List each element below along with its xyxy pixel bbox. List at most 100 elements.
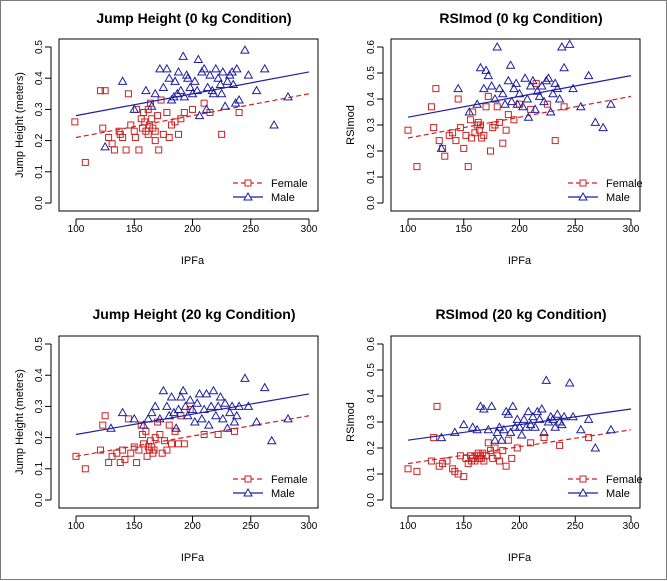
female-point	[180, 440, 188, 448]
male-point	[528, 411, 538, 421]
male-point	[199, 63, 210, 73]
y-tick-label: 0.0	[366, 493, 377, 507]
male-point	[606, 99, 616, 108]
female-point	[540, 434, 548, 442]
female-point	[476, 121, 484, 129]
x-tick-label: 100	[68, 224, 85, 235]
y-tick-label: 0.3	[34, 399, 45, 413]
male-point	[506, 96, 517, 106]
x-tick-label: 300	[623, 521, 640, 532]
male-point	[175, 85, 186, 95]
legend-label-male: Male	[271, 192, 295, 204]
male-point	[251, 85, 262, 95]
x-tick-label: 250	[567, 521, 584, 532]
male-point	[170, 76, 180, 85]
male-point	[210, 63, 221, 73]
male-point	[215, 392, 226, 401]
female-point	[404, 465, 412, 473]
female-point	[81, 158, 89, 166]
y-tick-label: 0.4	[366, 92, 377, 106]
male-point	[146, 407, 157, 417]
female-point	[130, 127, 138, 135]
male-point	[552, 409, 563, 418]
male-point	[520, 73, 530, 82]
male-point	[500, 99, 510, 108]
male-point	[283, 91, 293, 101]
female-point	[502, 462, 510, 470]
male-point	[552, 83, 563, 93]
female-point	[449, 129, 457, 137]
female-point	[96, 446, 104, 454]
y-axis-label: RSImod	[345, 105, 357, 145]
male-point	[173, 404, 184, 414]
y-tick-label: 0.3	[366, 415, 377, 429]
male-point	[557, 419, 567, 429]
male-point	[453, 83, 464, 93]
male-point	[228, 79, 239, 88]
male-point	[162, 401, 172, 410]
male-point	[483, 70, 494, 80]
male-point	[598, 122, 608, 132]
male-point	[539, 427, 549, 436]
male-point	[550, 422, 561, 431]
male-point	[554, 93, 565, 103]
female-point	[493, 452, 501, 460]
panel-4: RSImod (20 kg Condition) 100 150 200 250 300 I…	[345, 306, 643, 564]
male-point	[240, 373, 250, 382]
female-point	[151, 137, 159, 145]
male-point	[590, 442, 601, 452]
female-point	[491, 444, 499, 452]
male-point	[222, 423, 233, 432]
female-point	[499, 139, 507, 147]
male-point	[217, 66, 228, 76]
male-point	[179, 91, 190, 101]
male-point	[189, 76, 200, 85]
male-point	[199, 404, 210, 414]
male-point	[229, 416, 240, 426]
male-point	[150, 88, 161, 98]
male-point	[534, 91, 545, 100]
female-point	[110, 146, 118, 154]
male-point	[539, 96, 549, 106]
male-point	[475, 62, 486, 72]
male-point	[181, 70, 192, 79]
male-point	[220, 398, 230, 407]
plot-box	[390, 38, 641, 212]
female-point	[105, 459, 113, 467]
male-point	[503, 75, 514, 85]
male-point	[464, 106, 475, 116]
y-tick-label: 0.0	[34, 493, 45, 507]
x-tick-label: 250	[242, 521, 259, 532]
female-point	[413, 163, 421, 171]
male-point	[564, 39, 575, 48]
x-axis-label: IPFa	[508, 552, 532, 564]
legend-marker-female	[579, 475, 587, 483]
y-axis-label: RSImod	[345, 402, 357, 442]
female-point	[404, 126, 412, 134]
male-point	[511, 78, 522, 87]
x-tick-label: 200	[511, 521, 528, 532]
male-fit-line	[75, 393, 310, 436]
male-point	[185, 82, 196, 92]
panel-title: Jump Height (20 kg Condition)	[93, 306, 296, 322]
female-point	[487, 147, 495, 155]
female-point	[150, 446, 158, 454]
female-point	[433, 402, 441, 410]
male-point	[234, 401, 244, 410]
male-point	[545, 106, 556, 116]
x-tick-label: 250	[567, 224, 584, 235]
female-point	[427, 103, 435, 111]
y-tick-label: 0.5	[34, 337, 45, 351]
female-fit-line	[75, 93, 310, 139]
male-point	[215, 79, 226, 88]
male-point	[171, 423, 182, 432]
y-tick-label: 0.0	[34, 196, 45, 210]
male-point	[522, 93, 533, 103]
male-point	[583, 414, 594, 423]
female-point	[495, 118, 503, 126]
female-point	[585, 434, 593, 442]
panel-title: RSImod (0 kg Condition)	[439, 10, 602, 26]
male-point	[180, 401, 191, 410]
male-point	[514, 422, 525, 431]
male-point	[143, 413, 154, 423]
